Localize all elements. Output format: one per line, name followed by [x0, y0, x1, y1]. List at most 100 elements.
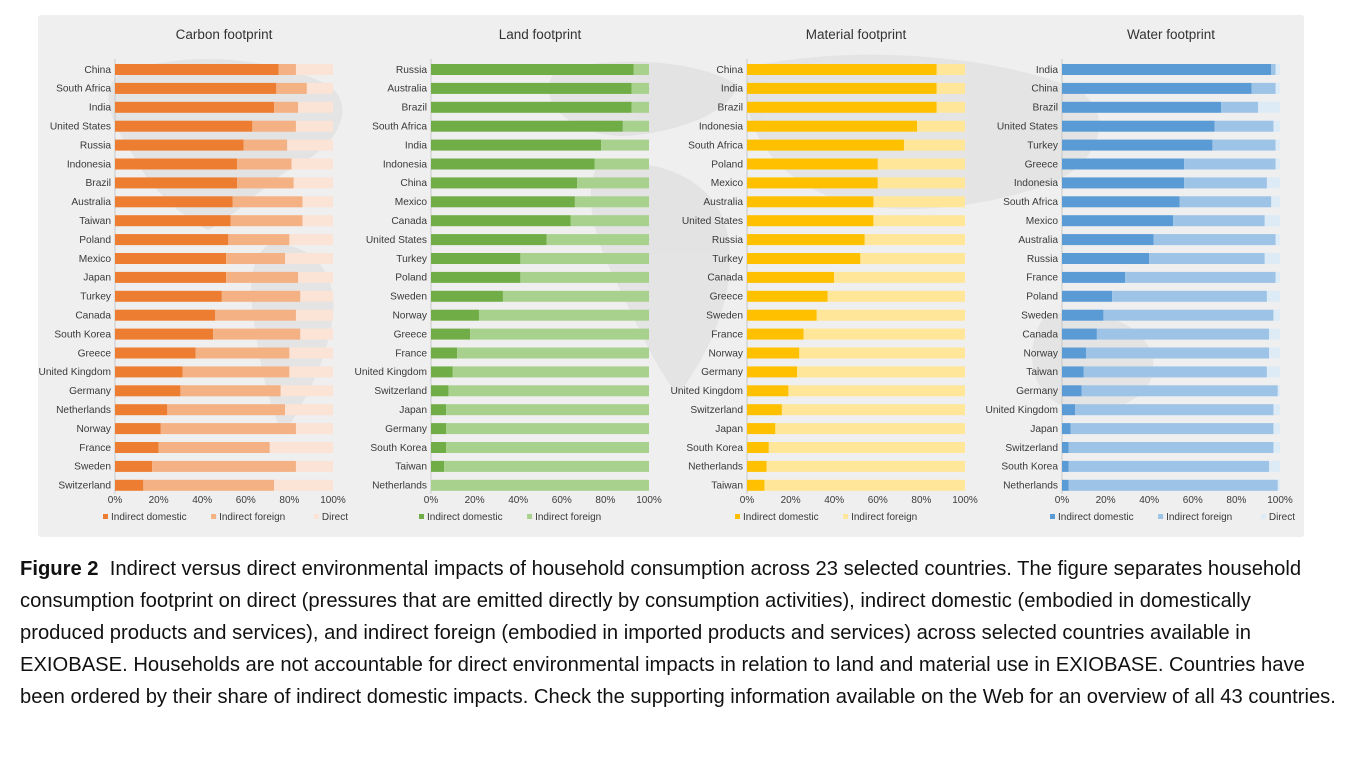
x-tick-label: 100%	[320, 495, 346, 506]
category-label: Switzerland	[374, 386, 427, 397]
category-label: Sweden	[1021, 311, 1058, 322]
bar-segment	[431, 309, 479, 321]
bar-segment	[747, 479, 765, 491]
category-label: United Kingdom	[671, 386, 744, 397]
bar-segment	[1062, 158, 1185, 170]
category-label: Germany	[701, 367, 744, 378]
bar-segment	[1273, 423, 1280, 435]
bar-segment	[226, 271, 299, 283]
category-label: Brazil	[1033, 103, 1058, 114]
bar-segment	[431, 460, 445, 472]
bar-segment	[452, 366, 649, 378]
bar-segment	[1273, 442, 1280, 453]
bar-segment	[747, 328, 804, 340]
legend-swatch	[1158, 514, 1164, 519]
legend-swatch	[735, 514, 740, 519]
bar-segment	[115, 479, 144, 491]
category-label: Taiwan	[711, 481, 743, 492]
bar-segment	[520, 253, 649, 264]
legend-label: Indirect domestic	[111, 512, 187, 523]
category-label: Canada	[1022, 329, 1058, 340]
category-label: Indonesia	[67, 159, 112, 170]
category-label: Greece	[394, 329, 428, 340]
bar-segment	[1062, 460, 1069, 472]
x-tick-label: 20%	[1096, 495, 1116, 506]
category-label: Canada	[75, 311, 111, 322]
x-tick-label: 80%	[1226, 495, 1246, 506]
category-label: Netherlands	[56, 405, 111, 416]
bar-segment	[291, 158, 333, 170]
x-tick-label: 20%	[149, 495, 169, 506]
category-label: France	[395, 348, 427, 359]
bar-segment	[747, 101, 937, 113]
legend-label: Indirect foreign	[535, 512, 601, 523]
category-label: Russia	[396, 65, 427, 76]
bar-segment	[747, 442, 769, 453]
bar-segment	[1277, 479, 1280, 491]
bar-segment	[230, 215, 303, 227]
bar-segment	[1070, 423, 1274, 435]
bar-segment	[287, 139, 333, 151]
bar-segment	[446, 442, 649, 453]
category-label: Poland	[1026, 292, 1058, 303]
bar-segment	[195, 347, 290, 359]
bar-segment	[834, 271, 965, 283]
bar-segment	[470, 328, 649, 340]
bar-segment	[1269, 347, 1280, 359]
category-label: Turkey	[80, 292, 112, 303]
chart-title: Material footprint	[806, 27, 907, 42]
bar-segment	[1149, 253, 1265, 264]
category-label: India	[89, 103, 111, 114]
bar-segment	[633, 64, 649, 75]
bar-segment	[221, 290, 301, 302]
bar-segment	[1271, 64, 1276, 75]
bar-segment	[1062, 120, 1215, 132]
bar-segment	[1062, 347, 1086, 359]
category-label: South Korea	[54, 329, 111, 340]
bar-segment	[431, 215, 571, 227]
category-label: South Africa	[56, 84, 111, 95]
bar-segment	[115, 442, 159, 453]
x-tick-label: 100%	[952, 495, 978, 506]
category-label: Indonesia	[699, 122, 744, 133]
bar-segment	[269, 442, 333, 453]
bar-segment	[1068, 460, 1270, 472]
category-label: China	[1031, 84, 1058, 95]
category-label: United States	[682, 216, 743, 227]
category-label: Mexico	[1026, 216, 1059, 227]
category-label: Norway	[708, 348, 743, 359]
bar-segment	[300, 290, 333, 302]
category-label: France	[79, 443, 111, 454]
x-tick-label: 0%	[108, 495, 123, 506]
bar-segment	[213, 328, 301, 340]
bar-segment	[1083, 366, 1267, 378]
bar-segment	[478, 309, 649, 321]
bar-segment	[448, 385, 649, 397]
bar-segment	[232, 196, 303, 208]
bar-segment	[444, 460, 649, 472]
category-label: Japan	[399, 405, 427, 416]
bar-segment	[1184, 158, 1276, 170]
category-label: Switzerland	[690, 405, 743, 416]
category-label: Japan	[1030, 424, 1058, 435]
bar-segment	[768, 442, 965, 453]
bar-segment	[431, 290, 503, 302]
bar-segment	[747, 82, 937, 94]
bar-segment	[115, 290, 222, 302]
category-label: Sweden	[74, 462, 111, 473]
bar-segment	[302, 196, 333, 208]
bar-segment	[285, 253, 333, 264]
chart-title: Water footprint	[1127, 27, 1215, 42]
bar-segment	[747, 177, 878, 189]
bar-segment	[747, 120, 918, 132]
bar-segment	[781, 404, 965, 416]
bar-segment	[289, 366, 333, 378]
category-label: South Africa	[688, 140, 743, 151]
bar-segment	[1264, 253, 1280, 264]
category-label: France	[711, 329, 743, 340]
category-label: Taiwan	[395, 462, 427, 473]
bar-segment	[431, 177, 578, 189]
category-label: India	[1036, 65, 1058, 76]
bar-segment	[152, 460, 296, 472]
bar-segment	[747, 64, 937, 75]
